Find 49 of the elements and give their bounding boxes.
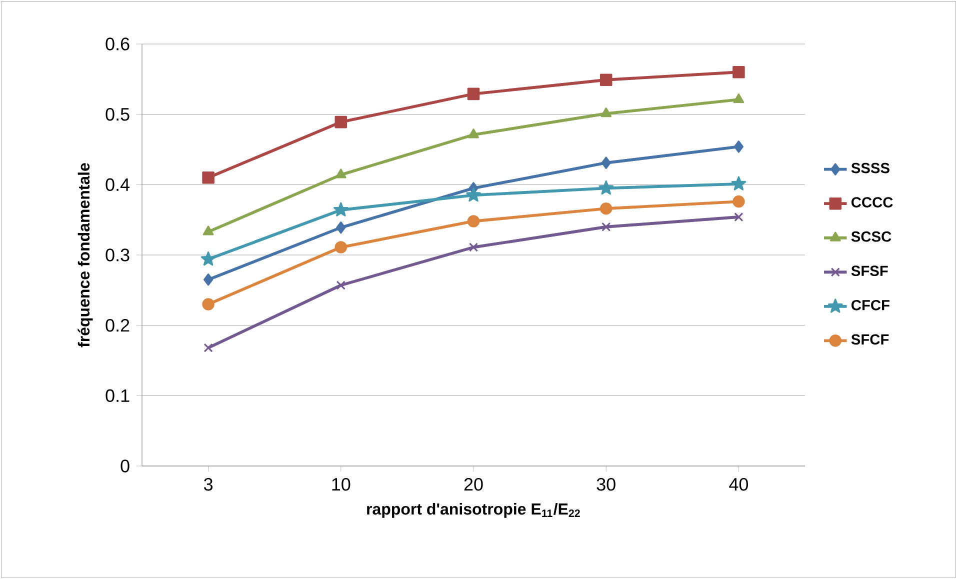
point — [336, 221, 346, 234]
x-tick-label: 10 — [332, 478, 350, 491]
y-tick-label: 0.5 — [106, 108, 130, 121]
point — [731, 176, 746, 190]
legend-label: SFCF — [851, 334, 889, 345]
point — [334, 202, 348, 216]
point — [598, 180, 614, 195]
point — [600, 74, 612, 86]
legend-label: CCCC — [852, 197, 893, 208]
point — [202, 226, 214, 236]
x-tick-label: 20 — [464, 478, 483, 491]
point — [466, 187, 481, 202]
y-tick-label: 0.2 — [106, 318, 130, 332]
point — [467, 215, 480, 228]
legend-label: SFSF — [851, 266, 888, 276]
point — [732, 195, 745, 208]
point — [334, 116, 348, 128]
x-tick-label: 40 — [729, 478, 748, 491]
point — [204, 273, 214, 286]
point — [336, 280, 346, 290]
point — [734, 140, 744, 153]
legend-label: SSSS — [851, 162, 890, 174]
point — [600, 202, 612, 215]
x-tick-label: 3 — [204, 478, 213, 491]
point — [733, 93, 744, 104]
y-axis-title: fréquence fondamentale — [78, 163, 93, 348]
point — [335, 168, 346, 178]
point — [204, 343, 213, 352]
point — [734, 212, 744, 222]
point — [468, 128, 479, 138]
point — [468, 242, 478, 252]
y-tick-label: 0.4 — [106, 178, 130, 192]
y-tick-label: 0.1 — [106, 389, 130, 402]
point — [200, 251, 216, 266]
point — [467, 88, 480, 100]
point — [202, 172, 214, 184]
y-tick-label: 0.6 — [106, 38, 130, 50]
x-axis-title: rapport d'anisotropie E$_{11}$/E$_{22}$ — [367, 502, 580, 518]
point — [202, 298, 214, 310]
y-tick-label: 0.3 — [106, 248, 130, 262]
point — [732, 66, 745, 78]
point — [602, 222, 611, 232]
point — [601, 156, 611, 169]
x-tick-label: 30 — [596, 478, 616, 491]
y-tick-label: 0 — [120, 460, 130, 472]
legend-label: CFCF — [852, 300, 890, 310]
point — [600, 107, 612, 118]
point — [334, 241, 348, 254]
legend-label: SCSC — [851, 231, 892, 242]
